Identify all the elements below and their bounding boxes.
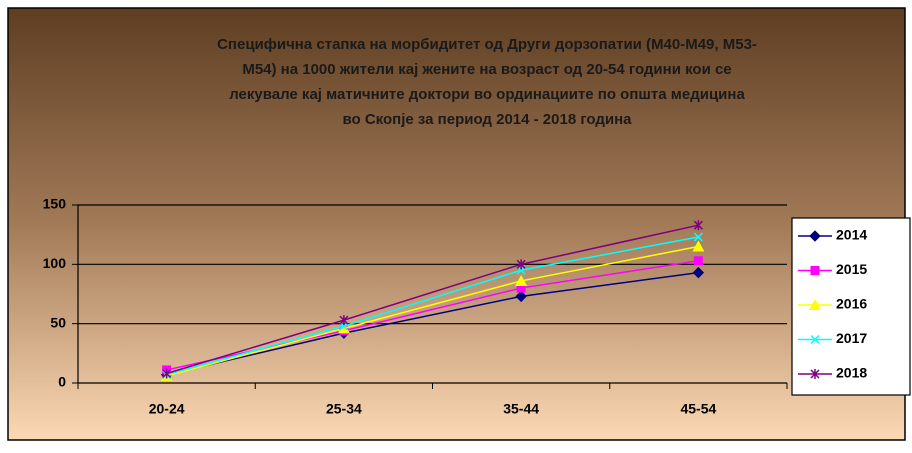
chart-background	[7, 7, 906, 441]
marker	[516, 283, 526, 293]
marker	[516, 259, 526, 270]
marker	[692, 240, 705, 252]
marker	[162, 368, 172, 379]
marker	[809, 299, 821, 310]
marker	[339, 315, 349, 326]
marker	[515, 274, 528, 286]
marker	[693, 220, 703, 231]
title-line: лекувале кај матичните доктори во ордина…	[229, 86, 745, 103]
marker	[810, 369, 820, 379]
line	[166, 245, 699, 377]
marker	[692, 266, 705, 279]
legend-label: 2016	[836, 296, 867, 312]
legend-label: 2015	[836, 261, 867, 277]
marker	[810, 266, 820, 275]
line	[166, 224, 699, 375]
marker	[810, 334, 820, 345]
title-line: Специфична стапка на морбидитет од Други…	[217, 36, 757, 53]
marker	[693, 256, 703, 266]
y-tick-label: 50	[50, 314, 66, 330]
x-tick-label: 45-54	[680, 401, 716, 417]
legend-label: 2014	[836, 227, 867, 243]
marker	[693, 232, 703, 242]
x-tick-label: 25-34	[326, 401, 362, 417]
legend-label: 2018	[836, 365, 867, 381]
legend-label: 2017	[836, 330, 867, 346]
y-tick-label: 100	[43, 255, 67, 271]
marker	[515, 290, 527, 303]
y-tick-label: 0	[58, 374, 66, 390]
marker	[337, 322, 350, 334]
marker	[809, 230, 821, 242]
title-line: во Скопје за период 2014 - 2018 година	[343, 111, 633, 128]
chart-title: Специфична стапка на морбидитет од Други…	[217, 36, 757, 128]
line	[166, 271, 699, 376]
title-line: М54) на 1000 жители кај жените на возрас…	[242, 61, 731, 78]
line	[166, 236, 699, 376]
x-tick-label: 20-24	[149, 401, 185, 417]
y-tick-label: 150	[43, 196, 67, 212]
x-tick-label: 35-44	[503, 401, 539, 417]
